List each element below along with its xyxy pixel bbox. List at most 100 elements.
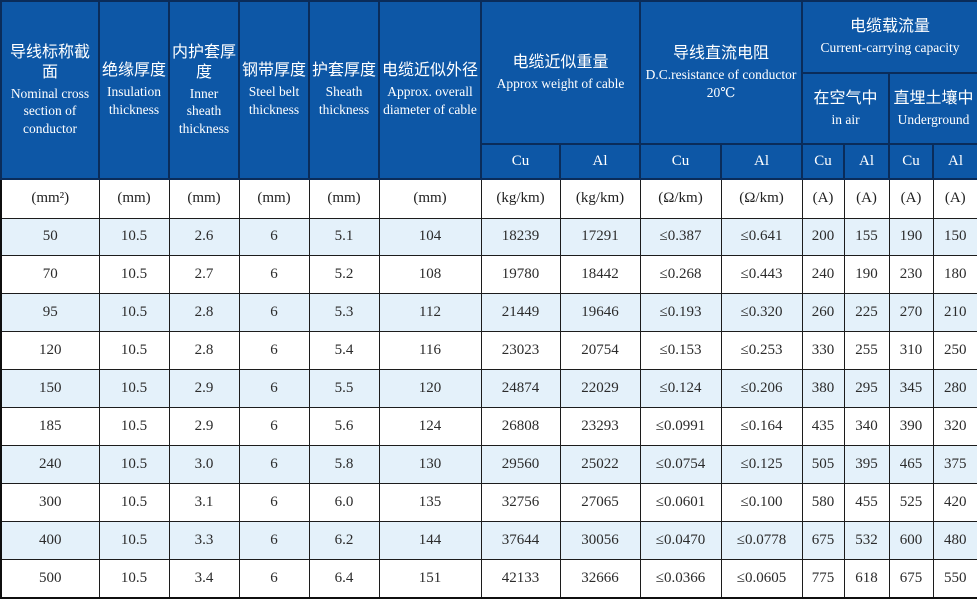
data-cell: 6 — [238, 369, 310, 408]
data-cell: 6 — [238, 482, 310, 522]
material-header-cell: Cu — [801, 143, 846, 180]
data-cell: 150 — [0, 369, 100, 408]
data-cell: 525 — [888, 482, 934, 522]
table-row: 500 10.5 3.4 6 6.4 151 42133 32666 ≤0.0366 ≤0.060… — [0, 558, 977, 599]
data-cell: ≤0.0601 — [639, 482, 722, 522]
data-cell: 330 — [801, 331, 845, 371]
subgroup-header-underground: 直埋土壤中 Underground — [888, 72, 977, 145]
units-row: (mm²) (mm) (mm) (mm) (mm) (mm) (kg/km) (kg/km)(… — [0, 178, 977, 219]
data-cell: 10.5 — [98, 217, 170, 257]
data-cell: 3.1 — [168, 482, 240, 522]
material-header-cell: Al — [559, 143, 641, 180]
data-cell: 675 — [888, 558, 934, 599]
data-cell: ≤0.153 — [639, 331, 722, 371]
data-cell: 280 — [932, 369, 977, 408]
data-cell: 580 — [801, 482, 845, 522]
data-cell: 70 — [0, 255, 100, 295]
data-cell: 240 — [801, 255, 845, 295]
col-header-inner-sheath-thickness: 内护套厚度 Inner sheath thickness — [168, 0, 240, 180]
data-cell: ≤0.0754 — [639, 444, 722, 484]
table-row: 50 10.5 2.6 6 5.1 104 18239 17291 ≤0.387 ≤0.641 20… — [0, 217, 977, 257]
group-header-dc-resistance-temp: 20℃ — [706, 84, 736, 100]
subgroup-header-in-air-zh: 在空气中 — [813, 89, 878, 107]
data-cell: 618 — [843, 558, 890, 599]
unit-cell: (mm²) — [0, 178, 100, 219]
data-cell: 310 — [888, 331, 934, 371]
data-cell: 21449 — [480, 293, 561, 333]
data-cell: 550 — [932, 558, 977, 599]
subgroup-header-underground-zh: 直埋土壤中 — [893, 89, 974, 107]
data-cell: ≤0.641 — [720, 217, 803, 257]
data-cell: 30056 — [559, 520, 641, 560]
data-cell: ≤0.164 — [720, 406, 803, 446]
data-cell: 10.5 — [98, 255, 170, 295]
col-header-overall-diameter-en: Approx. overall diameter of cable — [383, 84, 477, 117]
col-header-sheath-thickness-zh: 护套厚度 — [312, 62, 377, 80]
data-cell: ≤0.100 — [720, 482, 803, 522]
data-cell: 37644 — [480, 520, 561, 560]
data-cell: 3.0 — [168, 444, 240, 484]
col-header-sheath-thickness: 护套厚度 Sheath thickness — [308, 0, 380, 180]
data-cell: 10.5 — [98, 558, 170, 599]
data-cell: 130 — [378, 444, 482, 484]
data-cell: 6.0 — [308, 482, 380, 522]
unit-cell: (mm) — [98, 178, 170, 219]
col-header-sheath-thickness-en: Sheath thickness — [318, 84, 370, 117]
col-header-steel-belt-thickness-en: Steel belt thickness — [248, 84, 300, 117]
data-cell: 2.9 — [168, 369, 240, 408]
data-cell: 380 — [801, 369, 845, 408]
data-cell: 6 — [238, 255, 310, 295]
data-cell: 19780 — [480, 255, 561, 295]
data-cell: 345 — [888, 369, 934, 408]
unit-cell: (A) — [843, 178, 890, 219]
unit-cell: (A) — [932, 178, 977, 219]
data-cell: 675 — [801, 520, 845, 560]
data-cell: 10.5 — [98, 406, 170, 446]
data-cell: 6 — [238, 444, 310, 484]
data-cell: 270 — [888, 293, 934, 333]
data-cell: 18442 — [559, 255, 641, 295]
data-cell: 10.5 — [98, 482, 170, 522]
table-row: 70 10.5 2.7 6 5.2 108 19780 18442 ≤0.268 ≤0.443 24… — [0, 255, 977, 295]
data-cell: 210 — [932, 293, 977, 333]
data-cell: 3.4 — [168, 558, 240, 599]
data-cell: 260 — [801, 293, 845, 333]
material-header-cell: Al — [719, 143, 804, 180]
data-cell: 20754 — [559, 331, 641, 371]
data-cell: 5.1 — [308, 217, 380, 257]
data-cell: 505 — [801, 444, 845, 484]
col-header-inner-sheath-thickness-zh: 内护套厚度 — [172, 43, 237, 81]
table-row: 400 10.5 3.3 6 6.2 144 37644 30056 ≤0.0470 ≤0.077… — [0, 520, 977, 560]
group-header-dc-resistance-en: D.C.resistance of conductor — [645, 66, 797, 82]
unit-cell: (mm) — [168, 178, 240, 219]
data-cell: ≤0.253 — [720, 331, 803, 371]
data-cell: 10.5 — [98, 369, 170, 408]
unit-cell: (A) — [888, 178, 934, 219]
data-cell: 340 — [843, 406, 890, 446]
data-cell: 225 — [843, 293, 890, 333]
material-header-cell: Al — [932, 143, 977, 180]
data-cell: 300 — [0, 482, 100, 522]
data-cell: 50 — [0, 217, 100, 257]
data-cell: 10.5 — [98, 293, 170, 333]
table-row: 150 10.5 2.9 6 5.5 120 24874 22029 ≤0.124 ≤0.206 3… — [0, 369, 977, 408]
unit-cell: (mm) — [238, 178, 310, 219]
data-cell: 17291 — [559, 217, 641, 257]
data-cell: 19646 — [559, 293, 641, 333]
data-cell: 5.6 — [308, 406, 380, 446]
data-cell: 190 — [843, 255, 890, 295]
data-cell: 5.5 — [308, 369, 380, 408]
data-cell: ≤0.0605 — [720, 558, 803, 599]
data-cell: 6 — [238, 406, 310, 446]
data-cell: 24874 — [480, 369, 561, 408]
material-header-cell: Cu — [639, 143, 722, 180]
data-cell: 135 — [378, 482, 482, 522]
data-cell: 390 — [888, 406, 934, 446]
data-cell: 155 — [843, 217, 890, 257]
data-cell: 6 — [238, 217, 310, 257]
group-header-current-capacity-zh: 电缆载流量 — [850, 18, 931, 36]
data-cell: 22029 — [559, 369, 641, 408]
data-cell: 240 — [0, 444, 100, 484]
subgroup-header-in-air-en: in air — [831, 111, 860, 127]
data-cell: 500 — [0, 558, 100, 599]
